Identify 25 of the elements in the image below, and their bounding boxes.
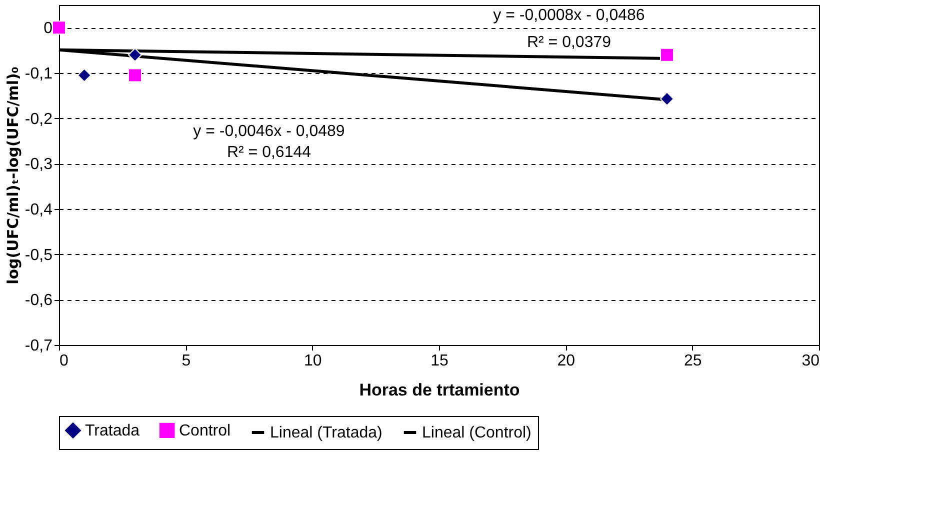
legend-label: Lineal (Tratada): [270, 424, 382, 442]
y-tick-label: -0,6: [24, 292, 53, 310]
y-tick-label: -0,7: [24, 338, 53, 354]
annotation: y = -0,0008x - 0,0486: [493, 7, 645, 24]
annotation: y = -0,0046x - 0,0489: [193, 123, 345, 140]
y-tick-label: -0,1: [24, 66, 53, 82]
y-axis-title: log(UFC/ml)ₜ-log(UFC/ml)₀: [4, 66, 22, 284]
y-tick-label: -0,4: [24, 202, 53, 218]
annotation: R² = 0,0379: [526, 34, 612, 51]
y-tick-label: -0,2: [24, 110, 53, 128]
x-tick-label: 0: [60, 352, 68, 370]
y-tick-label: -0,3: [24, 156, 53, 174]
y-tick-label: -0,5: [24, 246, 53, 264]
y-tick-label: 0: [44, 20, 53, 38]
x-tick-label: 15: [430, 352, 448, 370]
x-tick-label: 25: [684, 352, 702, 370]
x-tick-label: 30: [802, 352, 820, 370]
legend-label: Lineal (Control): [422, 424, 532, 442]
annotation: R² = 0,6144: [226, 144, 312, 161]
legend-label: Control: [179, 422, 231, 440]
x-tick-label: 20: [557, 352, 576, 370]
x-tick-label: 5: [182, 352, 191, 370]
x-axis-title: Horas de trtamiento: [359, 380, 520, 400]
x-tick-label: 10: [304, 352, 322, 370]
legend-label: Tratada: [85, 422, 140, 440]
